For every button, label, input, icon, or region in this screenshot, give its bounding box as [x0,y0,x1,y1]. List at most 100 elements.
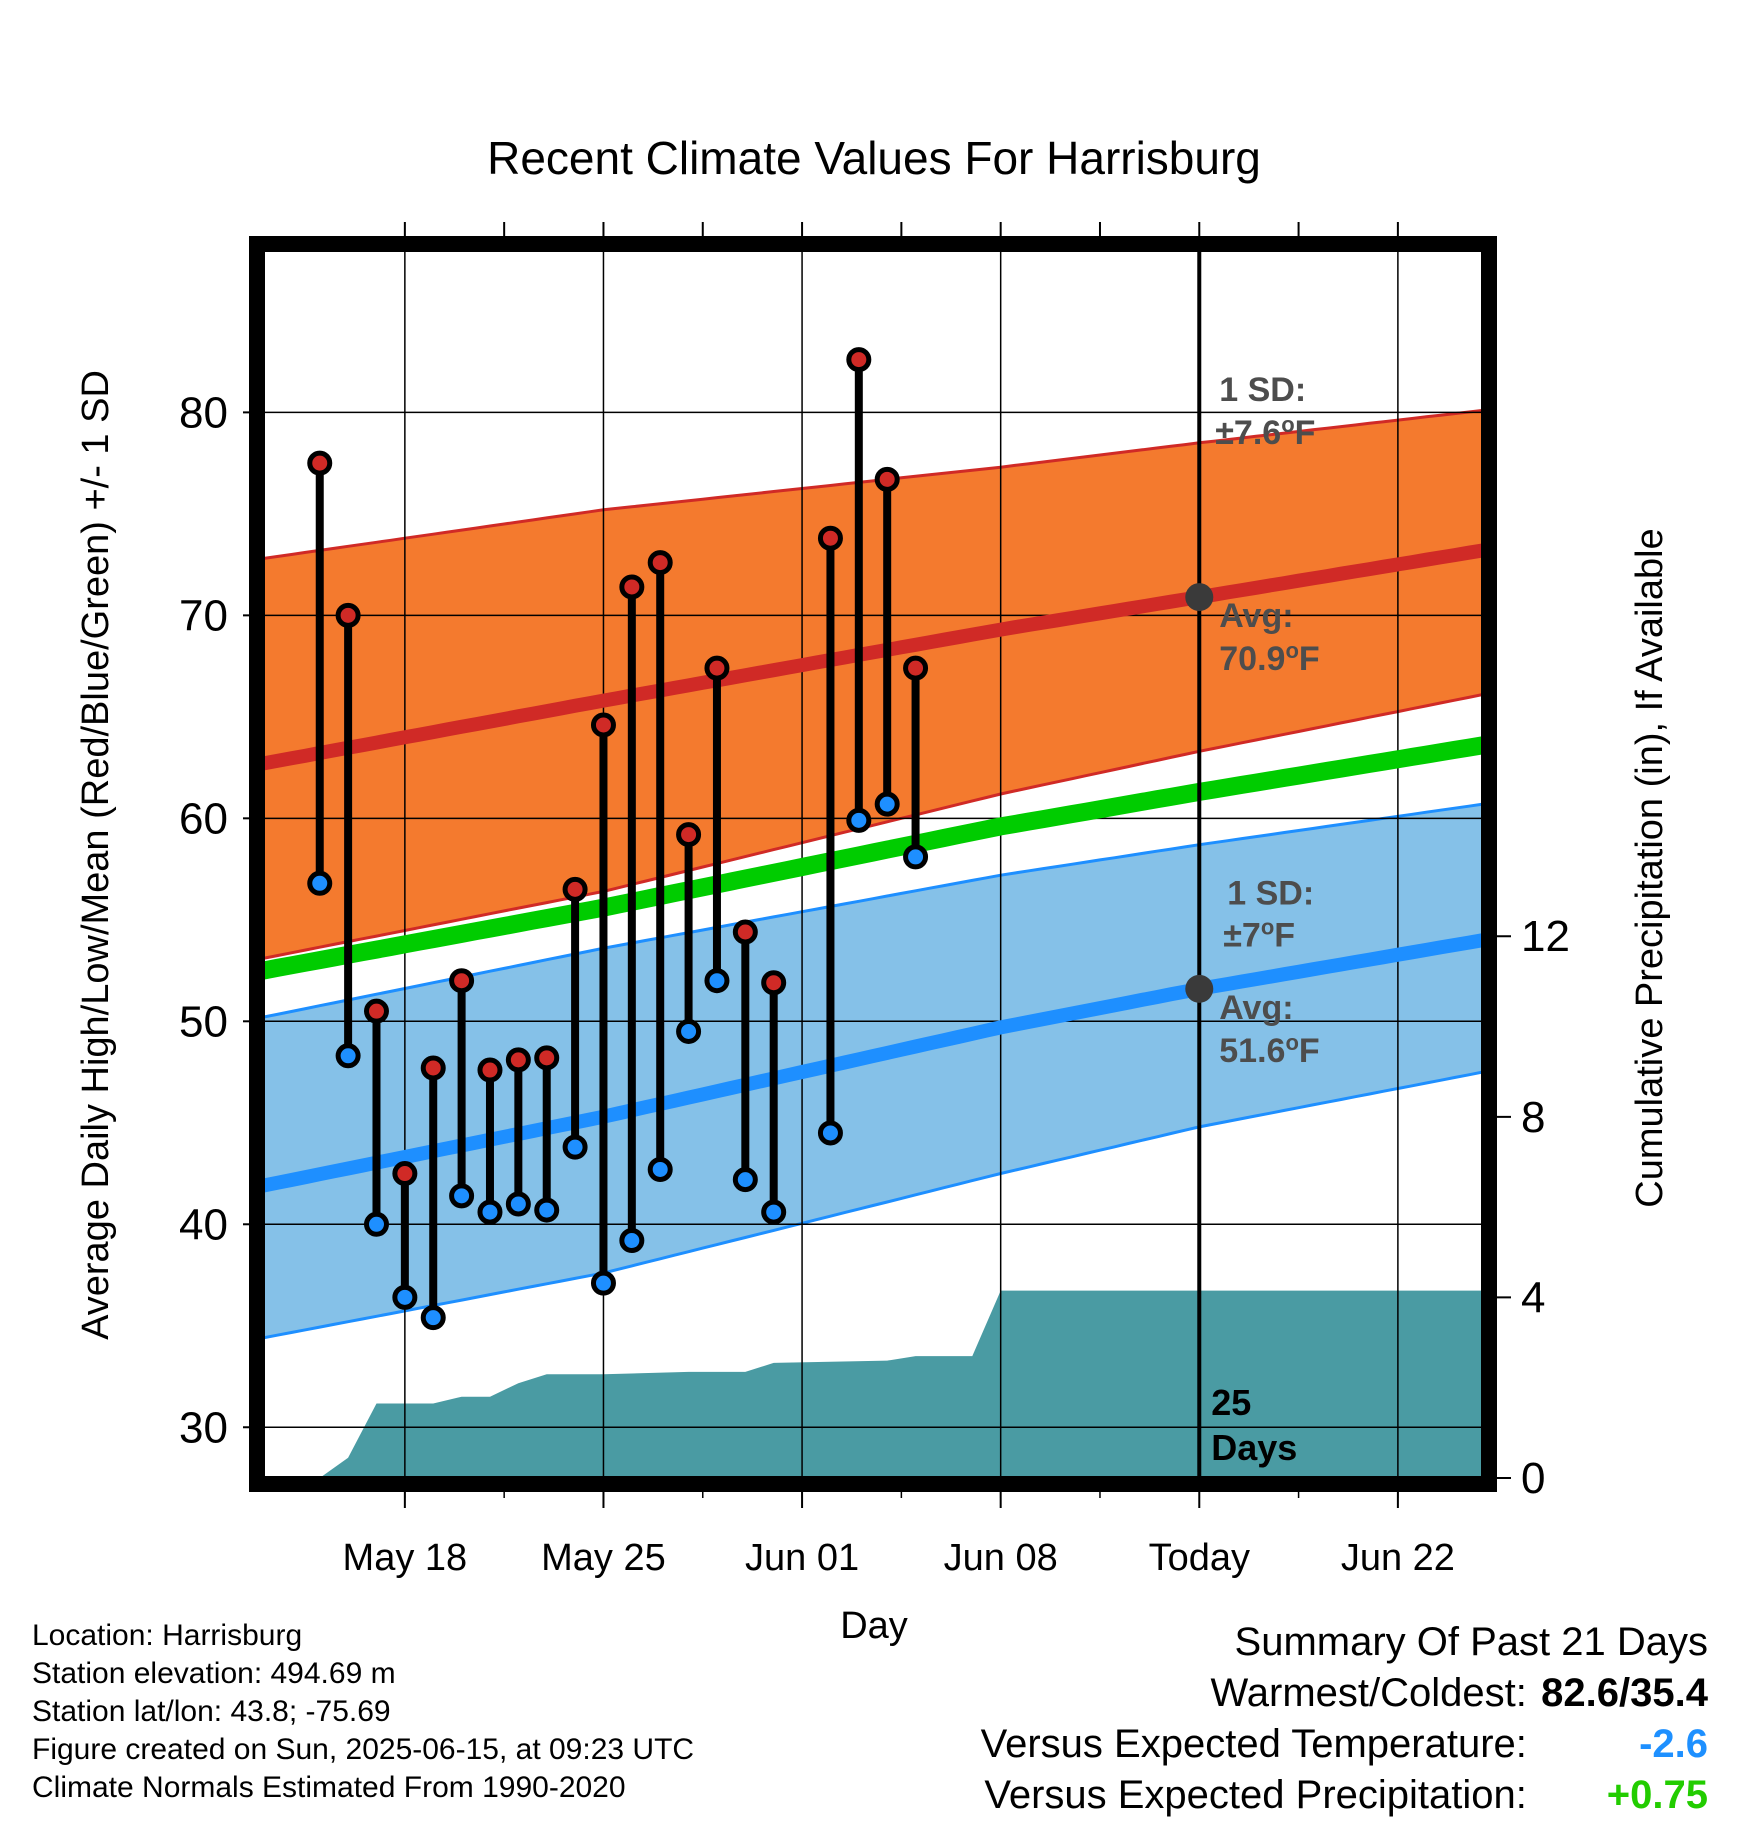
low-avg-label: Avg: [1219,989,1293,1027]
obs-high-marker [647,550,673,576]
high-avg-label: Avg: [1219,597,1293,635]
normal-high-mean-line [263,543,1483,771]
y-tick-label: 50 [179,997,228,1046]
today-low-avg-marker [1185,974,1214,1003]
y2-tick-label: 8 [1521,1093,1545,1142]
low-sd-label: 1 SD: [1227,875,1314,913]
normal-high-band-lower-edge [263,693,1483,960]
y-tick-label: 60 [179,794,228,843]
obs-low-marker [903,844,929,870]
low-avg-value: 51.6oF [1219,1030,1319,1070]
obs-low-marker [335,1043,361,1069]
plot-content [263,250,1483,1478]
x-tick-label: Jun 08 [944,1537,1058,1579]
prcp-label: Versus Expected Precipitation: [984,1773,1527,1817]
figure-created: Figure created on Sun, 2025-06-15, at 09… [32,1733,695,1766]
prcp-value: +0.75 [1606,1773,1708,1817]
obs-high-marker [420,1055,446,1081]
high-avg-value: 70.9oF [1219,638,1319,678]
obs-low-marker [449,1183,475,1209]
obs-high-marker [590,712,616,738]
x-axis-label: Day [840,1605,908,1647]
obs-high-marker [817,525,843,551]
y2-tick-label: 12 [1521,912,1570,961]
obs-low-marker [846,807,872,833]
y-tick-label: 70 [179,591,228,640]
obs-low-marker [817,1120,843,1146]
station-info: Location: Harrisburg Station elevation: … [32,1617,694,1807]
normal-low-mean-line [263,933,1483,1193]
obs-low-marker [704,968,730,994]
obs-low-marker [477,1199,503,1225]
obs-high-marker [619,574,645,600]
high-sd-value: ±7.6oF [1215,412,1315,452]
x-tick-label: May 18 [343,1537,468,1579]
x-tick-label: Jun 01 [745,1537,859,1579]
y-tick-label: 80 [179,388,228,437]
y-tick-label: 30 [179,1403,228,1452]
summary-panel: Summary Of Past 21 Days Warmest/Coldest:… [981,1617,1708,1821]
obs-high-marker [307,450,333,476]
obs-low-marker [363,1211,389,1237]
precipitation-area [291,1290,1483,1478]
obs-high-marker [335,602,361,628]
obs-low-marker [307,870,333,896]
obs-high-marker [903,655,929,681]
obs-low-marker [590,1270,616,1296]
obs-high-marker [761,970,787,996]
warm-cold-label: Warmest/Coldest: [1210,1671,1527,1715]
obs-high-marker [363,998,389,1024]
obs-high-marker [392,1161,418,1187]
obs-low-marker [534,1197,560,1223]
temp-label: Versus Expected Temperature: [980,1722,1527,1766]
obs-low-marker [676,1018,702,1044]
low-sd-value: ±7oF [1223,915,1295,955]
summary-title: Summary Of Past 21 Days [1234,1620,1708,1664]
x-tick-label: May 25 [541,1537,666,1579]
obs-low-marker [420,1305,446,1331]
days-count: 25 [1211,1382,1251,1423]
obs-low-marker [392,1284,418,1310]
days-word: Days [1211,1427,1297,1468]
normals-period: Climate Normals Estimated From 1990-2020 [32,1771,626,1804]
normal-high-band-upper-edge [263,408,1483,560]
normal-low-band-lower-edge [263,1070,1483,1340]
normal-mean-line [263,736,1483,980]
obs-low-marker [647,1156,673,1182]
obs-low-marker [505,1191,531,1217]
obs-low-marker [732,1167,758,1193]
obs-high-marker [562,876,588,902]
y2-tick-label: 0 [1521,1454,1545,1503]
obs-low-marker [874,791,900,817]
obs-high-marker [846,347,872,373]
chart-title: Recent Climate Values For Harrisburg [487,132,1261,184]
x-tick-label: Jun 22 [1341,1537,1455,1579]
high-sd-label: 1 SD: [1219,371,1306,409]
warm-cold-value: 82.6/35.4 [1541,1671,1708,1715]
normal-high-band-fill [263,410,1483,959]
obs-high-marker [449,968,475,994]
obs-high-marker [732,919,758,945]
obs-low-marker [761,1199,787,1225]
y-tick-label: 40 [179,1200,228,1249]
y2-tick-label: 4 [1521,1273,1545,1322]
obs-high-marker [676,822,702,848]
today-high-avg-marker [1185,583,1214,612]
y2-axis-label: Cumulative Precipitation (in), If Availa… [1629,528,1671,1207]
obs-high-marker [874,466,900,492]
temp-value: -2.6 [1639,1722,1708,1766]
station-location: Location: Harrisburg [32,1619,303,1652]
y-axis-label: Average Daily High/Low/Mean (Red/Blue/Gr… [75,370,117,1340]
obs-high-marker [477,1057,503,1083]
plot-frame [249,236,1497,1492]
station-latlon: Station lat/lon: 43.8; -75.69 [32,1695,391,1728]
obs-low-marker [562,1134,588,1160]
normal-low-band-fill [263,804,1483,1338]
obs-low-marker [619,1228,645,1254]
station-elevation: Station elevation: 494.69 m [32,1657,396,1690]
x-tick-label: Today [1149,1537,1250,1579]
obs-high-marker [704,655,730,681]
